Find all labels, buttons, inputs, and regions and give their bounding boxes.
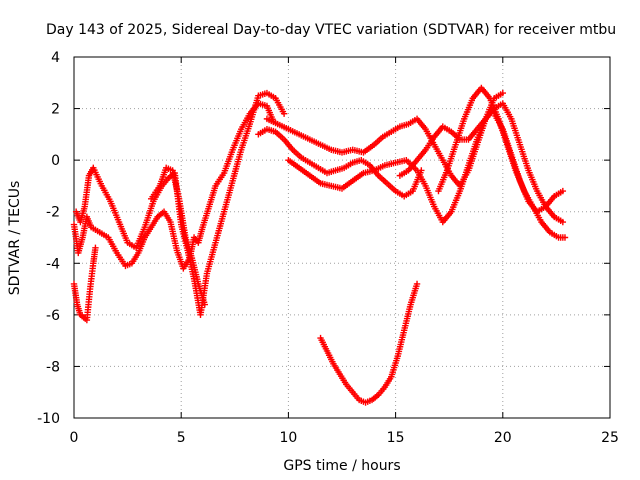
- chart-title: Day 143 of 2025, Sidereal Day-to-day VTE…: [46, 22, 616, 38]
- y-tick-label: -2: [46, 205, 60, 221]
- data-point: [561, 234, 569, 241]
- x-tick-label: 25: [601, 430, 619, 446]
- data-point: [201, 301, 208, 308]
- series-arc-j: [491, 110, 567, 215]
- x-tick-labels: 0 5 10 15 20 25: [70, 430, 619, 446]
- x-axis-title: GPS time / hours: [283, 458, 400, 474]
- data-point: [499, 89, 506, 97]
- series-arc-h: [396, 100, 567, 226]
- series-arc-k: [317, 280, 421, 406]
- data-point: [559, 218, 567, 226]
- series-arc-i: [435, 84, 569, 241]
- y-tick-label: -6: [46, 308, 60, 324]
- x-tick-label: 15: [387, 430, 405, 446]
- y-tick-label: -10: [37, 411, 60, 427]
- series-arc-d: [147, 164, 208, 308]
- x-tick-label: 5: [177, 430, 186, 446]
- data-points: [70, 84, 569, 406]
- series-arc-f: [263, 89, 506, 190]
- y-tick-labels: -10 -8 -6 -4 -2 0 2 4: [37, 50, 60, 427]
- x-tick-label: 20: [494, 430, 512, 446]
- y-tick-label: 0: [51, 153, 60, 169]
- data-point: [92, 244, 99, 252]
- series-arc-a: [70, 100, 277, 272]
- y-axis-title: SDTVAR / TECUs: [7, 181, 23, 296]
- plot-frame: [73, 56, 611, 419]
- y-tick-label: 2: [51, 102, 60, 118]
- x-tick-label: 10: [279, 430, 297, 446]
- series-arc-c: [70, 244, 99, 324]
- x-tick-label: 0: [70, 430, 79, 446]
- y-tick-label: -8: [46, 359, 60, 375]
- y-tick-label: 4: [51, 50, 60, 66]
- axis-ticks: [73, 56, 611, 419]
- grid-lines: [74, 57, 610, 418]
- data-point: [280, 110, 288, 117]
- data-point: [413, 280, 421, 288]
- y-tick-label: -4: [46, 256, 60, 272]
- data-point: [559, 187, 567, 195]
